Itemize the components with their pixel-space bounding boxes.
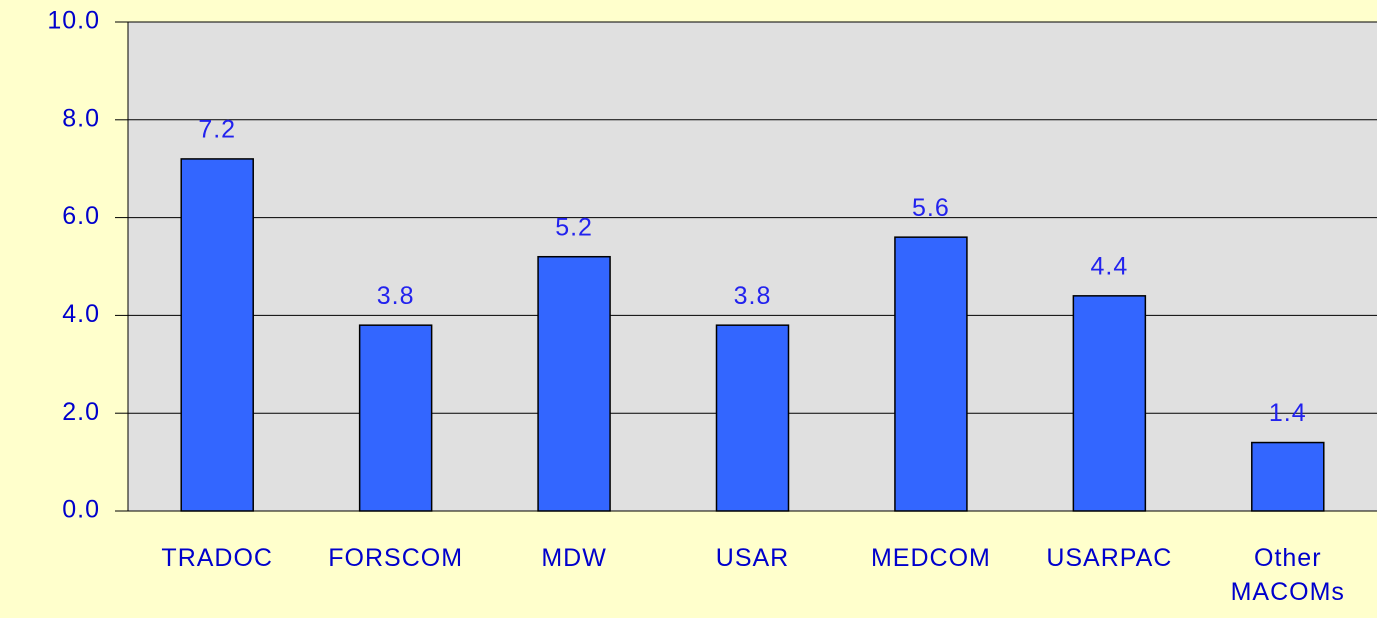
y-tick-label: 4.0 xyxy=(62,300,100,328)
bar xyxy=(894,236,968,512)
x-tick-label: USARPAC xyxy=(1046,544,1173,572)
data-label: 5.2 xyxy=(555,213,593,241)
data-label: 7.2 xyxy=(198,116,236,144)
bar xyxy=(1251,441,1325,512)
y-tick-label: 2.0 xyxy=(62,398,100,426)
bar xyxy=(358,324,433,512)
data-label: 3.8 xyxy=(377,282,415,310)
data-label: 4.4 xyxy=(1090,252,1128,280)
data-label: 3.8 xyxy=(734,282,772,310)
bar xyxy=(715,324,790,512)
y-tick-label: 10.0 xyxy=(47,7,100,35)
data-label: 1.4 xyxy=(1269,399,1307,427)
x-tick-label: MDW xyxy=(541,544,607,572)
x-tick-label: FORSCOM xyxy=(328,544,464,572)
y-tick-label: 0.0 xyxy=(62,496,100,524)
bar xyxy=(1072,295,1147,512)
data-label: 5.6 xyxy=(912,194,950,222)
x-tick-label: Other MACOMs xyxy=(1230,544,1345,606)
y-tick-label: 8.0 xyxy=(62,104,100,132)
x-tick-label: MEDCOM xyxy=(870,544,991,572)
x-tick-label: TRADOC xyxy=(161,544,273,572)
bar xyxy=(537,255,611,512)
y-tick-label: 6.0 xyxy=(62,202,100,230)
bar xyxy=(180,158,254,512)
x-tick-label: USAR xyxy=(715,544,790,572)
